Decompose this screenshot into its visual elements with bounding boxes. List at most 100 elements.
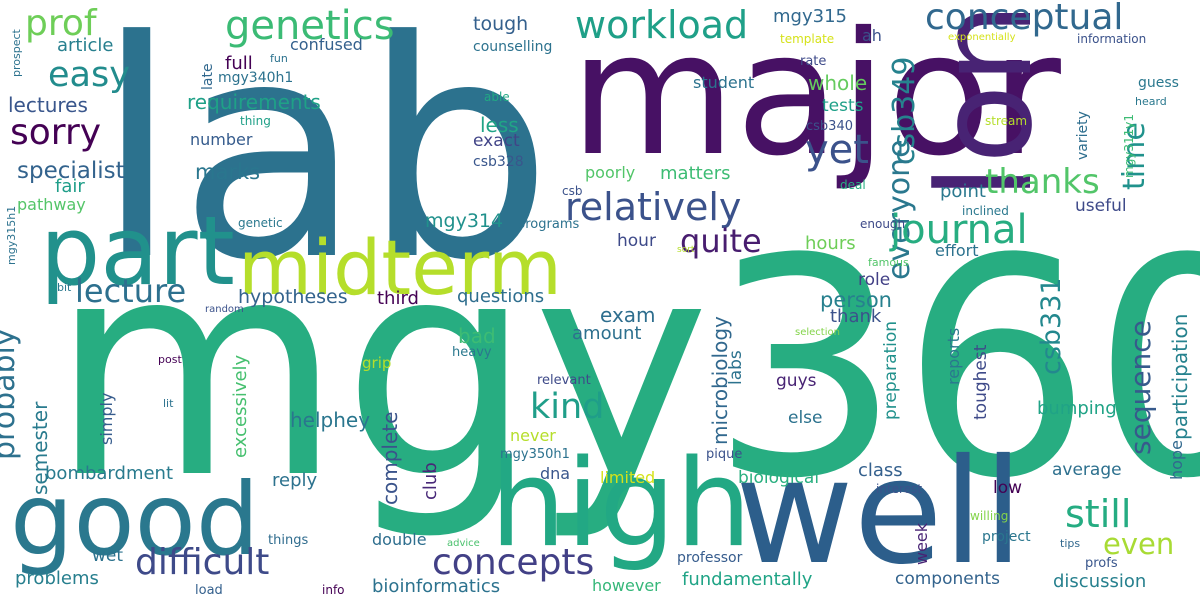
word-80-limited: limited xyxy=(600,468,656,487)
word-79-dna: dna xyxy=(540,464,571,483)
word-36-hypotheses: hypotheses xyxy=(238,286,348,308)
word-83-average: average xyxy=(1052,460,1122,480)
word-2-major: major xyxy=(570,0,1061,194)
word-76-hope: hope xyxy=(1167,440,1186,480)
word-108-heavy: heavy xyxy=(452,345,492,360)
word-37-tough: tough xyxy=(473,13,529,35)
word-55-questions: questions xyxy=(457,286,545,307)
word-127-ah: ah xyxy=(862,26,882,45)
word-111-random: random xyxy=(205,304,244,315)
word-29-even: even xyxy=(1103,527,1175,561)
word-59-exam: exam xyxy=(600,303,656,327)
word-89-bioinformatics: bioinformatics xyxy=(372,576,501,597)
word-7-part: part xyxy=(40,197,235,307)
word-71-helphey: helphey xyxy=(290,408,371,432)
word-31-csb331: csb331 xyxy=(1036,277,1067,375)
word-61-bad: bad xyxy=(458,324,496,348)
word-51-point: point xyxy=(940,181,986,202)
word-28-still: still xyxy=(1065,492,1132,536)
word-94-professor: professor xyxy=(677,550,743,566)
word-138-number: number xyxy=(190,130,253,149)
word-58-thank: thank xyxy=(830,306,882,327)
word-8-midterm: midterm xyxy=(238,223,562,312)
word-22-quite: quite xyxy=(680,222,762,260)
word-96-profs: profs xyxy=(1085,556,1118,571)
word-9-genetics: genetics xyxy=(225,3,395,49)
word-11-conceptual: conceptual xyxy=(925,0,1124,38)
word-77-bombardment: bombardment xyxy=(45,463,174,484)
word-123-variety: variety xyxy=(1075,111,1091,160)
word-41-requirements: requirements xyxy=(187,90,321,114)
word-95-project: project xyxy=(982,529,1031,545)
word-74-else: else xyxy=(788,408,823,428)
word-101-info: info xyxy=(322,583,345,597)
word-136-programs: programs xyxy=(517,217,580,232)
word-88-problems: problems xyxy=(15,568,99,589)
word-87-wet: wet xyxy=(92,546,124,566)
word-43-less: less xyxy=(480,113,519,137)
word-70-simply: simply xyxy=(97,392,116,445)
word-92-discussion: discussion xyxy=(1053,571,1147,592)
word-139-thing: thing xyxy=(240,114,271,128)
word-52-useful: useful xyxy=(1075,196,1127,216)
word-105-mgy350h1: mgy350h1 xyxy=(500,447,570,462)
word-90-fundamentally: fundamentally xyxy=(682,569,813,590)
word-146-prospect: prospect xyxy=(10,29,23,77)
word-147-mgy315h1: mgy315h1 xyxy=(5,205,18,265)
word-42-whole: whole xyxy=(808,71,868,95)
word-102-advice: advice xyxy=(447,538,480,549)
word-5-good: good xyxy=(10,461,260,578)
word-45-tests: tests xyxy=(822,96,864,116)
word-135-matters: matters xyxy=(660,163,731,184)
word-115-sort: sort xyxy=(677,245,695,255)
word-66-labs: labs xyxy=(726,350,746,385)
word-106-relevant: relevant xyxy=(537,373,591,388)
word-109-post: post xyxy=(158,353,182,366)
word-39-article: article xyxy=(57,35,114,56)
word-56-role: role xyxy=(858,270,891,290)
word-64-reports: reports xyxy=(944,327,963,385)
word-98-interest: interest xyxy=(876,482,923,496)
word-114-famous: famous xyxy=(868,256,909,269)
word-145-confused: confused xyxy=(290,35,363,54)
word-72-never: never xyxy=(510,426,556,445)
word-19-journal: journal xyxy=(890,207,1028,253)
word-129-rate: rate xyxy=(800,54,827,69)
word-118-deal: deal xyxy=(840,178,866,192)
word-132-csb328: csb328 xyxy=(473,154,524,170)
word-50-hours: hours xyxy=(805,233,856,254)
word-15-yet: yet xyxy=(805,127,869,173)
word-134-poorly: poorly xyxy=(585,163,636,182)
word-116-enough: enough xyxy=(860,217,906,231)
word-122-guess: guess xyxy=(1138,75,1179,91)
word-38-mgy315: mgy315 xyxy=(773,6,847,27)
word-69-excessively: excessively xyxy=(230,354,251,458)
word-137-genetic: genetic xyxy=(238,216,283,230)
word-75-bumping: bumping xyxy=(1037,398,1117,419)
word-67-complete: complete xyxy=(378,411,402,505)
word-23-lecture: lecture xyxy=(75,272,187,310)
word-48-mgy314: mgy314 xyxy=(425,210,504,232)
word-110-lit: lit xyxy=(163,397,174,410)
word-121-mgy311y1: mgy311y1 xyxy=(1122,113,1136,178)
word-32-participation: participation xyxy=(1168,313,1192,440)
word-18-relatively: relatively xyxy=(565,185,742,229)
word-57-person: person xyxy=(820,288,892,312)
word-128-counselling: counselling xyxy=(473,39,553,55)
word-107-grip: grip xyxy=(362,354,392,372)
word-65-toughest: toughest xyxy=(971,344,991,420)
word-73-guys: guys xyxy=(776,371,817,391)
word-84-low: low xyxy=(993,478,1023,498)
word-124-information: information xyxy=(1077,32,1147,46)
word-1-mgy360: mgy360 xyxy=(50,195,1200,544)
word-82-class: class xyxy=(858,460,903,481)
word-12-prof: prof xyxy=(25,3,97,44)
word-140-student: student xyxy=(693,73,755,92)
word-143-full: full xyxy=(225,53,253,74)
word-81-biological: biological xyxy=(738,468,820,488)
word-47-pathway: pathway xyxy=(17,195,86,214)
word-14-sorry: sorry xyxy=(10,112,102,153)
word-144-fun: fun xyxy=(270,52,288,65)
word-133-csb: csb xyxy=(562,184,583,198)
